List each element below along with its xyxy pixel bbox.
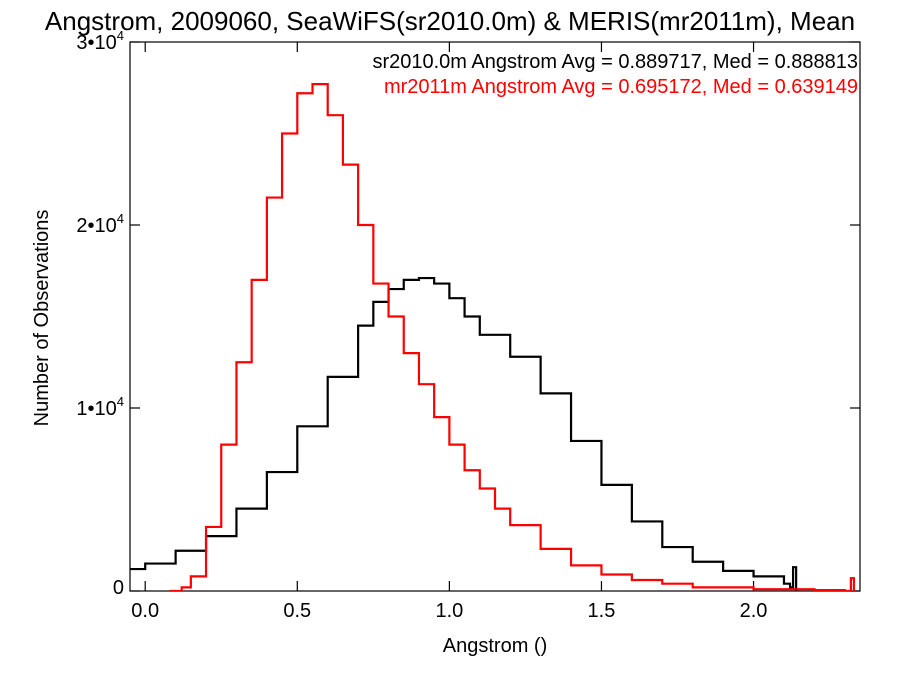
- legend: sr2010.0m Angstrom Avg = 0.889717, Med =…: [372, 51, 858, 98]
- plot-area: [129, 41, 861, 592]
- x-axis: 0.0 0.5 1.0 1.5 2.0: [131, 42, 767, 622]
- y-tick-label: 1•104: [76, 394, 124, 420]
- x-tick-label: 1.5: [588, 600, 616, 622]
- x-tick-label: 0.5: [283, 600, 311, 622]
- series-lines: [130, 82, 856, 591]
- x-tick-label: 1.0: [435, 600, 463, 622]
- plot-frame: [129, 41, 861, 592]
- y-axis-label: Number of Observations: [31, 210, 53, 427]
- y-tick-label: 3•104: [76, 28, 124, 54]
- series-line-1: [130, 276, 798, 591]
- x-tick-label: 0.0: [131, 600, 159, 622]
- y-axis: 0 1•104 2•104 3•104: [76, 28, 860, 599]
- legend-entry-2: mr2011m Angstrom Avg = 0.695172, Med = 0…: [384, 76, 858, 98]
- y-tick-label: 2•104: [76, 211, 124, 237]
- chart-title: Angstrom, 2009060, SeaWiFS(sr2010.0m) & …: [45, 6, 855, 36]
- series-line-2: [169, 82, 856, 591]
- x-axis-label: Angstrom (): [443, 635, 547, 657]
- x-tick-label: 2.0: [740, 600, 768, 622]
- legend-entry-1: sr2010.0m Angstrom Avg = 0.889717, Med =…: [372, 51, 858, 73]
- y-tick-label: 0: [113, 577, 124, 599]
